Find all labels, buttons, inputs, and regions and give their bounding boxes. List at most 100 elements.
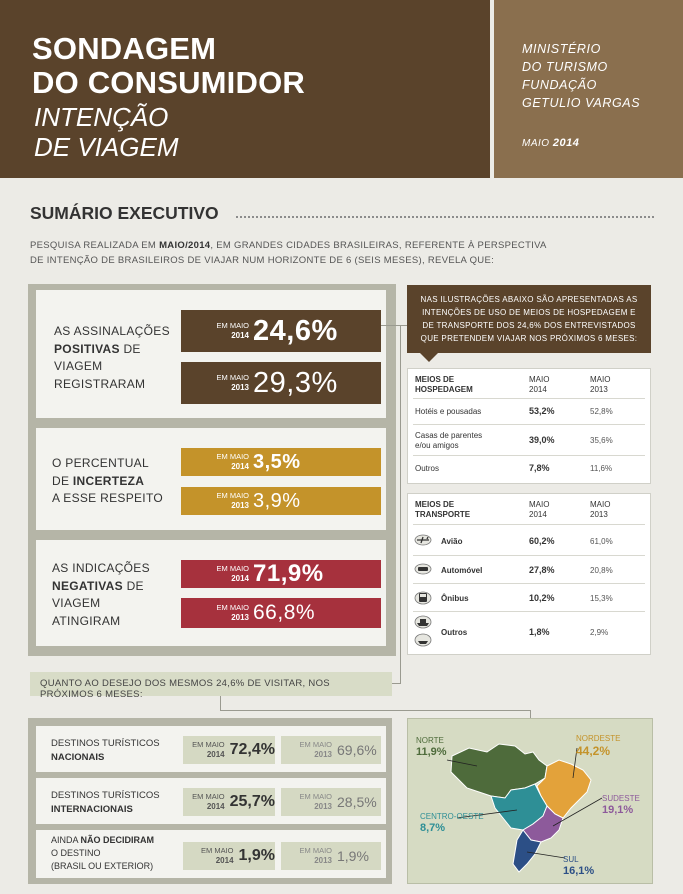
row-divider (413, 424, 645, 425)
region-name: SUDESTE (602, 794, 640, 803)
col-label: MAIO (590, 500, 611, 509)
lodging-row-label: Hotéis e pousadas (415, 407, 482, 416)
lodging-col-2014: MAIO 2014 (529, 375, 549, 395)
title-line-2: DO CONSUMIDOR (32, 65, 305, 100)
note-pointer (420, 353, 438, 362)
pill-year: 2013 (231, 501, 249, 510)
subtitle-line-2: DE VIAGEM (34, 132, 179, 162)
positive-2014-value: EM MAIO 2014 24,6% (181, 310, 381, 352)
connector-line (220, 696, 221, 710)
pill-label: EM MAIO (216, 321, 249, 330)
label-line-2: e/ou amigos (415, 441, 459, 450)
row-divider (413, 398, 645, 399)
national-2014-value: EM MAIO 2014 72,4% (183, 736, 275, 764)
row-divider (413, 611, 645, 612)
region-value: 44,2% (576, 744, 611, 758)
pill-label: EM MAIO (299, 740, 332, 749)
negative-text-1: As indicações (52, 561, 150, 575)
pill-label: EM MAIO (216, 564, 249, 573)
pill-year: 2014 (231, 462, 249, 471)
uncertainty-2014-value: EM MAIO 2014 3,5% (181, 448, 381, 476)
transport-row-2013: 61,0% (590, 537, 613, 546)
pill-label: EM MAIO (201, 846, 234, 855)
label-line-1: Casas de parentes (415, 431, 483, 440)
international-2013-value: EM MAIO 2013 28,5% (281, 788, 381, 816)
bus-icon (414, 591, 432, 605)
report-subtitle: INTENÇÃO DE VIAGEM (34, 102, 178, 162)
pill-value: 1,9% (238, 847, 275, 864)
org-line-4: GETULIO VARGAS (522, 96, 641, 110)
intro-date: maio/2014 (159, 240, 211, 251)
region-sul-label: SUL 16,1% (563, 855, 594, 877)
pill-value: 69,6% (337, 742, 377, 758)
pill-year: 2014 (231, 331, 249, 340)
region-name: CENTRO-OESTE (420, 812, 484, 821)
region-value: 19,1% (602, 804, 634, 816)
row-divider (413, 524, 645, 525)
label-line-bold: nacionais (51, 752, 105, 763)
label-line-3: (Brasil ou exterior) (51, 861, 154, 871)
pill-label: EM MAIO (216, 373, 249, 382)
pill-label: EM MAIO (216, 452, 249, 461)
transport-row-2014: 60,2% (529, 536, 555, 546)
row-divider (413, 583, 645, 584)
transport-header-2: TRANSPORTE (415, 510, 471, 519)
pill-year: 2013 (231, 613, 249, 622)
pill-value: 71,9% (253, 560, 324, 587)
uncertainty-2013-value: EM MAIO 2013 3,9% (181, 487, 381, 515)
positive-text-bold: positivas (54, 341, 120, 356)
pill-label: EM MAIO (192, 792, 225, 801)
connector-line (381, 325, 407, 326)
section-title: SUMÁRIO EXECUTIVO (30, 203, 219, 223)
pill-year: 2014 (206, 750, 225, 759)
undecided-2014-value: EM MAIO 2014 1,9% (183, 842, 275, 870)
organization-names: MINISTÉRIO DO TURISMO FUNDAÇÃO GETULIO V… (522, 40, 640, 112)
negative-text-3: de (122, 578, 144, 593)
negative-text-4: viagem (52, 596, 101, 610)
transport-header-1: MEIOS DE (415, 500, 455, 509)
pill-value: 25,7% (229, 793, 275, 810)
lodging-row-2014: 53,2% (529, 406, 555, 416)
uncertain-text-4: a esse respeito (52, 491, 163, 505)
positive-text-4: viagem (54, 359, 103, 373)
region-norte-label: NORTE 11,9% (416, 736, 447, 758)
lodging-row-label: Casas de parentes e/ou amigos (415, 431, 482, 451)
col-label: MAIO (529, 500, 550, 509)
pill-value: 72,4% (229, 741, 275, 758)
date-month: MAIO (522, 138, 550, 149)
negative-2013-value: EM MAIO 2013 66,8% (181, 598, 381, 628)
destination-label: Destinos turísticos nacionais (51, 737, 160, 765)
pill-value: 66,8% (253, 601, 316, 624)
label-line-1: Destinos turísticos (51, 790, 160, 801)
col-year: 2014 (529, 510, 547, 519)
destination-question: Quanto ao desejo dos mesmos 24,6% de vis… (30, 672, 392, 700)
connector-line (220, 710, 530, 711)
region-nordeste-label: NORDESTE 44,2% (576, 734, 620, 758)
positive-text-5: registraram (54, 376, 146, 391)
region-sudeste-label: SUDESTE 19,1% (602, 794, 640, 816)
uncertainty-label: O percentual de incerteza a esse respeit… (52, 455, 177, 508)
transport-row-label: Ônibus (441, 594, 469, 603)
row-divider (413, 455, 645, 456)
title-line-1: SONDAGEM (32, 31, 217, 66)
pill-value: 3,9% (253, 489, 301, 512)
transport-col-2014: MAIO 2014 (529, 500, 549, 520)
pill-year: 2014 (215, 856, 234, 865)
brazil-regions-map (446, 743, 603, 873)
header-title-block (0, 0, 490, 178)
region-name: NORDESTE (576, 734, 621, 743)
transport-row-2013: 15,3% (590, 594, 613, 603)
region-norte-shape (450, 743, 548, 799)
positive-2013-value: EM MAIO 2013 29,3% (181, 362, 381, 404)
region-name: SUL (563, 855, 579, 864)
region-value: 16,1% (563, 865, 595, 877)
intro-part-c: , em grandes cidades brasileiras, refere… (30, 240, 547, 266)
intro-part-a: Pesquisa realizada em (30, 240, 160, 251)
org-line-2: DO TURISMO (522, 60, 608, 74)
positive-text-3: de (119, 341, 141, 356)
lodging-table (407, 368, 651, 484)
connector-line (392, 683, 401, 684)
transport-header: MEIOS DE TRANSPORTE (415, 500, 470, 520)
region-value: 8,7% (420, 822, 446, 834)
pill-label: EM MAIO (299, 792, 332, 801)
